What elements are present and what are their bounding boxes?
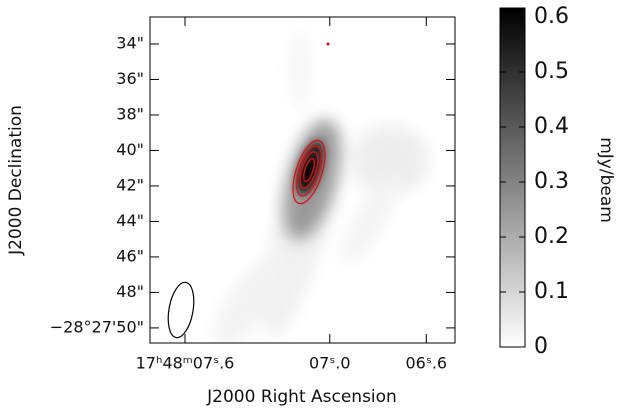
x-tick-label: 07ˢ.0 (309, 354, 351, 373)
y-tick-label: 40" (116, 140, 144, 159)
y-tick-label: 36" (116, 69, 144, 88)
colorbar-label: mJy/beam (596, 137, 616, 223)
contours (292, 139, 326, 205)
marker (326, 42, 330, 46)
x-tick-label: 17ʰ48ᵐ07ˢ.6 (136, 354, 235, 373)
y-tick-label: 38" (116, 104, 144, 123)
x-tick-label: 06ˢ.6 (405, 354, 447, 373)
colorbar (499, 7, 526, 348)
y-tick-label: 42" (116, 175, 144, 194)
sky-image (150, 17, 455, 343)
x-axis-label: J2000 Right Ascension (206, 387, 397, 407)
colorbar-tick-label: 0.3 (534, 169, 569, 194)
plot-frame (149, 16, 456, 344)
y-tick-label: 46" (116, 246, 144, 265)
colorbar-tick-label: 0.6 (534, 4, 569, 29)
colorbar-tick-label: 0.2 (534, 224, 569, 249)
colorbar-tick-label: 0.1 (534, 279, 569, 304)
colorbar-tick-label: 0 (534, 334, 548, 359)
y-tick-label: 48" (116, 282, 144, 301)
colorbar-tick-label: 0.5 (534, 59, 569, 84)
beam (167, 281, 195, 339)
colorbar-tick-label: 0.4 (534, 114, 569, 139)
y-tick-label: 44" (116, 211, 144, 230)
y-tick-label: −28°27'50" (50, 317, 144, 336)
y-tick-label: 34" (116, 33, 144, 52)
y-axis-label: J2000 Declination (6, 105, 26, 256)
